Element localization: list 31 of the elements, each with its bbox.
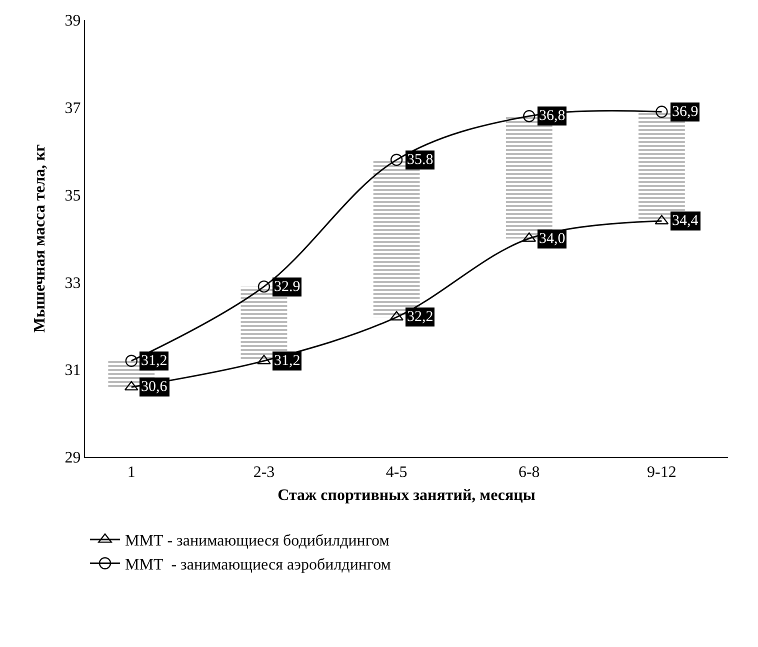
data-label: 31,2 <box>141 353 168 369</box>
point <box>125 354 138 367</box>
point <box>390 154 403 166</box>
x-axis-title: Стаж спортивных занятий, месяцы <box>278 486 536 504</box>
x-tick-label: 9-12 <box>647 464 676 482</box>
y-tick-label: 31 <box>64 362 81 380</box>
point <box>523 110 536 122</box>
data-label: 32.9 <box>274 279 300 295</box>
data-label: 36,9 <box>672 104 698 120</box>
x-tick-label: 2-3 <box>253 464 275 482</box>
y-tick-label: 37 <box>64 100 81 117</box>
data-label: 34,0 <box>539 231 566 247</box>
point <box>656 106 668 118</box>
y-tick-label: 29 <box>64 450 81 467</box>
x-tick-label: 6-8 <box>518 464 540 482</box>
x-tick-label: 4-5 <box>386 464 408 482</box>
legend-label: ММТ - занимающиеся бодибилдингом <box>125 532 390 550</box>
y-tick-label: 35 <box>64 187 81 204</box>
point <box>258 280 270 293</box>
legend-label: ММТ - занимающиеся аэробилдингом <box>125 556 391 574</box>
data-label: 36,8 <box>539 108 566 124</box>
point <box>257 354 271 364</box>
data-label: 35.8 <box>407 152 434 168</box>
data-label: 31,2 <box>274 353 300 369</box>
y-tick-label: 39 <box>64 12 81 30</box>
data-label: 34,4 <box>672 213 699 229</box>
data-label: 30,6 <box>141 379 168 395</box>
x-tick-label: 1 <box>127 464 136 482</box>
y-axis-title: Мышечная масса тела, кг <box>32 144 49 333</box>
data-label: 32,2 <box>407 309 434 325</box>
y-tick-label: 33 <box>64 274 81 292</box>
